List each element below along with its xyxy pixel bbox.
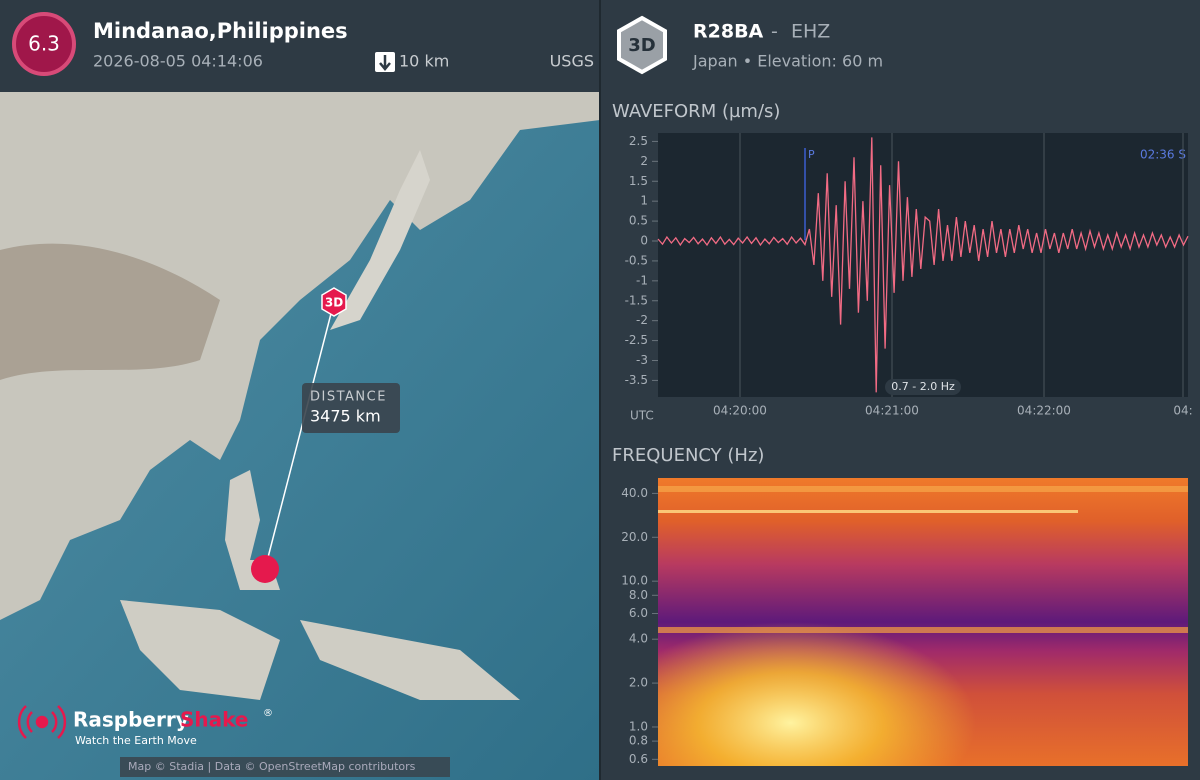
y-tick-label: 1.5 bbox=[629, 174, 648, 188]
brand-mark: ® bbox=[263, 708, 273, 719]
y-tick-label: -1 bbox=[636, 273, 648, 287]
event-time: 2026-08-05 04:14:06 bbox=[93, 52, 263, 71]
distance-line bbox=[264, 301, 335, 570]
y-tick-label: 2.5 bbox=[629, 134, 648, 148]
waveform-plot bbox=[658, 133, 1188, 397]
land-indonesia bbox=[120, 600, 520, 700]
distance-box bbox=[302, 383, 400, 433]
waveform-title: WAVEFORM (µm/s) bbox=[612, 101, 780, 122]
station-badge bbox=[617, 15, 667, 75]
land-asia bbox=[0, 92, 600, 620]
station-marker bbox=[321, 287, 347, 317]
frequency-title: FREQUENCY (Hz) bbox=[612, 445, 764, 466]
p-label: P bbox=[808, 148, 815, 161]
station-details: Japan • Elevation: 60 m bbox=[692, 52, 883, 71]
y-tick-label: 1.0 bbox=[629, 719, 648, 733]
y-tick-label: 20.0 bbox=[621, 530, 648, 544]
y-tick-label: 0.5 bbox=[629, 214, 648, 228]
y-tick-label: 4.0 bbox=[629, 632, 648, 646]
separator: - bbox=[771, 21, 778, 43]
land-plateau bbox=[0, 243, 220, 380]
y-tick-label: 10.0 bbox=[621, 574, 648, 588]
channel: EHZ bbox=[791, 21, 830, 43]
spectrogram-band bbox=[658, 486, 1188, 492]
filter-pill bbox=[885, 379, 961, 395]
clock: 02:36 S bbox=[1140, 148, 1186, 162]
y-tick-label: 8.0 bbox=[629, 588, 648, 602]
station-marker-label: 3D bbox=[325, 296, 343, 310]
waveform-trace bbox=[657, 137, 1189, 393]
y-tick-label: 0.6 bbox=[629, 752, 648, 766]
y-tick-label: -2 bbox=[636, 313, 648, 327]
spectrogram-band bbox=[658, 627, 1188, 633]
x-tick-label: 04: bbox=[1173, 404, 1192, 418]
y-tick-label: -2.5 bbox=[625, 333, 648, 347]
waveform-layer bbox=[739, 133, 1184, 397]
attribution: Map © Stadia | Data © OpenStreetMap cont… bbox=[128, 760, 416, 773]
y-tick-label: 2 bbox=[640, 154, 648, 168]
y-tick-label: 0 bbox=[640, 234, 648, 248]
y-tick-label: -3.5 bbox=[625, 373, 648, 387]
utc-label: UTC bbox=[630, 409, 654, 423]
brand-logo bbox=[17, 705, 67, 739]
station-name: R28BA bbox=[693, 21, 764, 43]
spectrogram-energy bbox=[658, 478, 1188, 766]
y-tick-label: -3 bbox=[636, 353, 648, 367]
spectrogram-band bbox=[658, 510, 1078, 513]
distance: 3475 km bbox=[310, 407, 381, 426]
magnitude: 6.3 bbox=[28, 32, 60, 56]
source: USGS bbox=[550, 52, 594, 71]
x-tick-label: 04:20:00 bbox=[713, 404, 767, 418]
y-tick-label: -0.5 bbox=[625, 253, 648, 267]
distance-label: DISTANCE bbox=[310, 390, 387, 405]
y-tick-label: 0.8 bbox=[629, 734, 648, 748]
y-tick-label: 1 bbox=[640, 194, 648, 208]
y-tick-label: 6.0 bbox=[629, 606, 648, 620]
event-header bbox=[0, 0, 600, 92]
y-tick-label: -1.5 bbox=[625, 293, 648, 307]
filter: 0.7 - 2.0 Hz bbox=[891, 380, 955, 393]
x-tick-label: 04:22:00 bbox=[1017, 404, 1071, 418]
station-badge-label: 3D bbox=[628, 35, 655, 56]
land-japan bbox=[330, 150, 430, 330]
tagline: Watch the Earth Move bbox=[75, 734, 197, 747]
epicenter bbox=[251, 555, 279, 583]
y-tick-label: 40.0 bbox=[621, 486, 648, 500]
brand-second: Shake bbox=[180, 708, 248, 732]
depth: 10 km bbox=[399, 52, 449, 71]
magnitude-badge bbox=[12, 12, 76, 76]
y-tick-label: 2.0 bbox=[629, 676, 648, 690]
brand-first: Raspberry bbox=[73, 708, 189, 732]
location: Mindanao,Philippines bbox=[93, 19, 348, 43]
attribution-bar bbox=[120, 757, 450, 777]
x-tick-label: 04:21:00 bbox=[865, 404, 919, 418]
depth-arrow bbox=[379, 55, 391, 71]
